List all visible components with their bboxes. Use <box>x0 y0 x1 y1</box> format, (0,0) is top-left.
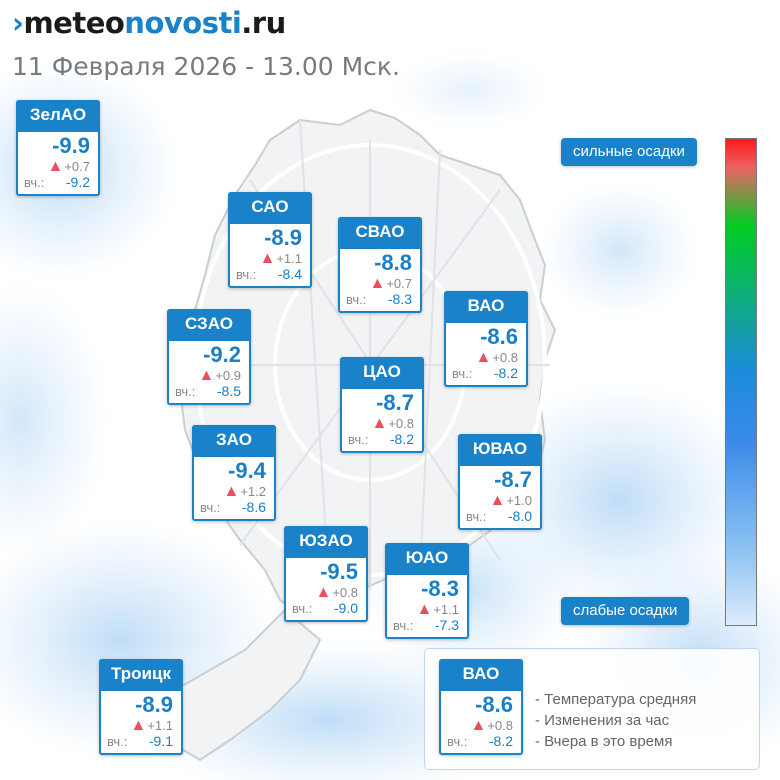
district-name: САО <box>228 192 312 224</box>
district-temperature: -8.7 <box>376 390 414 415</box>
yesterday-label: вч.: <box>292 601 313 616</box>
legend-line-average-temp: - Температура средняя <box>535 691 697 708</box>
district-temperature: -8.9 <box>135 692 173 717</box>
yesterday-temperature: -8.6 <box>241 499 266 515</box>
logo-text-domain: .ru <box>241 6 286 40</box>
yesterday-temperature: -8.4 <box>277 266 302 282</box>
district-temperature: -8.6 <box>480 324 518 349</box>
district-temperature: -8.3 <box>421 576 459 601</box>
triangle-up-icon: ▲ <box>475 349 492 366</box>
hourly-change: ▲+1.1 <box>259 250 302 267</box>
district-name: ВАО <box>439 659 523 691</box>
hourly-change: ▲+0.8 <box>315 584 358 601</box>
site-logo[interactable]: ›meteonovosti.ru <box>12 6 286 40</box>
precipitation-intensity-scale <box>725 138 757 626</box>
district-name: ЗелАО <box>16 100 100 132</box>
district-name: ЮАО <box>385 543 469 575</box>
yesterday-label: вч.: <box>466 509 487 524</box>
hourly-change: ▲+1.1 <box>130 717 173 734</box>
district-temperature: -8.6 <box>475 692 513 717</box>
yesterday-label: вч.: <box>236 267 257 282</box>
yesterday-label: вч.: <box>393 618 414 633</box>
district-card-troitsk[interactable]: Троицк -8.9 ▲+1.1 вч.: -9.1 <box>99 659 183 755</box>
logo-text-meteo: meteo <box>23 6 125 40</box>
district-name: ЗАО <box>192 425 276 457</box>
date-time-subtitle: 11 Февраля 2026 - 13.00 Мск. <box>12 52 400 81</box>
legend-descriptions: - Температура средняя - Изменения за час… <box>535 689 696 752</box>
district-temperature: -8.9 <box>264 225 302 250</box>
legend-line-yesterday: - Вчера в это время <box>535 733 673 750</box>
district-temperature: -9.2 <box>203 342 241 367</box>
district-card-zelao[interactable]: ЗелАО -9.9 ▲+0.7 вч.: -9.2 <box>16 100 100 196</box>
district-name: СЗАО <box>167 309 251 341</box>
chevron-icon: › <box>12 6 24 40</box>
yesterday-label: вч.: <box>447 734 468 749</box>
yesterday-temperature: -8.2 <box>389 431 414 447</box>
district-temperature: -9.5 <box>320 559 358 584</box>
district-card-svao[interactable]: СВАО -8.8 ▲+0.7 вч.: -8.3 <box>338 217 422 313</box>
hourly-change: ▲+1.2 <box>223 483 266 500</box>
district-card-vao[interactable]: ВАО -8.6 ▲+0.8 вч.: -8.2 <box>444 291 528 387</box>
triangle-up-icon: ▲ <box>315 584 332 601</box>
yesterday-label: вч.: <box>200 500 221 515</box>
district-name: ЮЗАО <box>284 526 368 558</box>
hourly-change: ▲+1.0 <box>489 492 532 509</box>
district-name: СВАО <box>338 217 422 249</box>
triangle-up-icon: ▲ <box>369 275 386 292</box>
triangle-up-icon: ▲ <box>489 492 506 509</box>
hourly-change: ▲+1.1 <box>416 601 459 618</box>
yesterday-temperature: -7.3 <box>434 617 459 633</box>
hourly-change: ▲+0.8 <box>470 717 513 734</box>
triangle-up-icon: ▲ <box>259 250 276 267</box>
yesterday-temperature: -9.2 <box>65 174 90 190</box>
triangle-up-icon: ▲ <box>198 367 215 384</box>
yesterday-label: вч.: <box>107 734 128 749</box>
district-card-szao[interactable]: СЗАО -9.2 ▲+0.9 вч.: -8.5 <box>167 309 251 405</box>
district-card-yuao[interactable]: ЮАО -8.3 ▲+1.1 вч.: -7.3 <box>385 543 469 639</box>
district-card-yuvao[interactable]: ЮВАО -8.7 ▲+1.0 вч.: -8.0 <box>458 434 542 530</box>
triangle-up-icon: ▲ <box>223 483 240 500</box>
yesterday-temperature: -8.3 <box>387 291 412 307</box>
legend-example-card: ВАО -8.6 ▲+0.8 вч.: -8.2 <box>439 659 523 755</box>
triangle-up-icon: ▲ <box>470 717 487 734</box>
district-card-zao[interactable]: ЗАО -9.4 ▲+1.2 вч.: -8.6 <box>192 425 276 521</box>
triangle-up-icon: ▲ <box>130 717 147 734</box>
yesterday-label: вч.: <box>24 175 45 190</box>
district-temperature: -9.4 <box>228 458 266 483</box>
yesterday-temperature: -8.0 <box>507 508 532 524</box>
triangle-up-icon: ▲ <box>371 415 388 432</box>
yesterday-label: вч.: <box>452 366 473 381</box>
legend-line-hourly-change: - Изменения за час <box>535 712 670 729</box>
district-card-yuzao[interactable]: ЮЗАО -9.5 ▲+0.8 вч.: -9.0 <box>284 526 368 622</box>
yesterday-label: вч.: <box>348 432 369 447</box>
district-name: ВАО <box>444 291 528 323</box>
yesterday-label: вч.: <box>175 384 196 399</box>
triangle-up-icon: ▲ <box>416 601 433 618</box>
hourly-change: ▲+0.8 <box>475 349 518 366</box>
hourly-change: ▲+0.8 <box>371 415 414 432</box>
district-name: ЮВАО <box>458 434 542 466</box>
hourly-change: ▲+0.7 <box>47 158 90 175</box>
district-temperature: -8.8 <box>374 250 412 275</box>
district-name: ЦАО <box>340 357 424 389</box>
scale-label-light: слабые осадки <box>561 597 690 625</box>
legend-panel: ВАО -8.6 ▲+0.8 вч.: -8.2 - Температура с… <box>424 648 760 770</box>
district-temperature: -8.7 <box>494 467 532 492</box>
yesterday-temperature: -8.5 <box>216 383 241 399</box>
district-card-tsao[interactable]: ЦАО -8.7 ▲+0.8 вч.: -8.2 <box>340 357 424 453</box>
hourly-change: ▲+0.7 <box>369 275 412 292</box>
yesterday-temperature: -9.0 <box>333 600 358 616</box>
district-card-sao[interactable]: САО -8.9 ▲+1.1 вч.: -8.4 <box>228 192 312 288</box>
hourly-change: ▲+0.9 <box>198 367 241 384</box>
triangle-up-icon: ▲ <box>47 158 64 175</box>
logo-text-novosti: novosti <box>124 6 242 40</box>
yesterday-temperature: -8.2 <box>493 365 518 381</box>
yesterday-label: вч.: <box>346 292 367 307</box>
district-name: Троицк <box>99 659 183 691</box>
yesterday-temperature: -9.1 <box>148 733 173 749</box>
yesterday-temperature: -8.2 <box>488 733 513 749</box>
scale-label-heavy: сильные осадки <box>561 138 697 166</box>
district-temperature: -9.9 <box>52 133 90 158</box>
